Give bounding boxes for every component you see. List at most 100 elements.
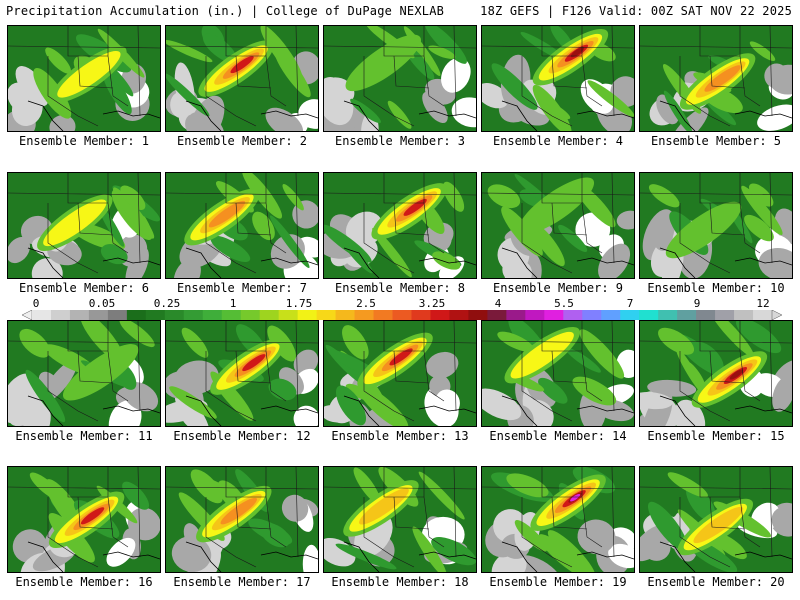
light-precip bbox=[19, 328, 50, 358]
ensemble-member-map bbox=[7, 172, 161, 279]
ensemble-member-label: Ensemble Member: 16 bbox=[15, 575, 153, 589]
coastline bbox=[27, 541, 160, 572]
colorbar-tick-label: 2.5 bbox=[356, 297, 376, 310]
light-precip bbox=[709, 321, 754, 358]
coastline bbox=[501, 395, 634, 426]
colorbar-swatch bbox=[259, 310, 280, 320]
dry-area bbox=[21, 393, 51, 426]
colorbar-swatch bbox=[449, 310, 469, 320]
coastline bbox=[501, 247, 634, 278]
light-precip bbox=[181, 327, 209, 358]
ensemble-member-map bbox=[7, 466, 161, 573]
precip-field bbox=[166, 173, 318, 278]
dry-area bbox=[423, 222, 454, 250]
dry-area bbox=[771, 506, 792, 536]
dry-area bbox=[491, 551, 527, 572]
light-precip bbox=[587, 80, 634, 117]
light-precip bbox=[119, 321, 155, 348]
colorbar-swatch bbox=[221, 310, 242, 320]
precip-band bbox=[359, 488, 409, 525]
dry-area bbox=[302, 544, 318, 572]
dry-area bbox=[270, 234, 305, 269]
dry-area bbox=[504, 261, 532, 278]
ensemble-member-label: Ensemble Member: 17 bbox=[173, 575, 311, 589]
colorbar-swatch bbox=[69, 310, 90, 320]
dry-area bbox=[482, 83, 509, 109]
colorbar-swatch bbox=[430, 310, 450, 320]
dry-area bbox=[31, 258, 63, 278]
precip-core bbox=[242, 354, 266, 372]
dry-area bbox=[660, 245, 684, 278]
colorbar-swatch bbox=[468, 310, 488, 320]
dry-area bbox=[298, 99, 318, 129]
state-borders bbox=[8, 321, 160, 422]
light-precip bbox=[260, 523, 290, 548]
dry-area bbox=[441, 57, 471, 93]
dry-area bbox=[673, 399, 706, 426]
ensemble-member-map bbox=[639, 320, 793, 427]
state-borders bbox=[8, 467, 160, 568]
precip-field bbox=[324, 321, 476, 426]
colorbar-swatch bbox=[715, 310, 735, 320]
colorbar-tick-label: 0.05 bbox=[88, 297, 116, 310]
dry-area bbox=[640, 392, 673, 410]
coastline bbox=[185, 395, 318, 426]
dry-area bbox=[774, 208, 792, 245]
coastline bbox=[343, 541, 476, 572]
light-precip bbox=[29, 472, 64, 502]
dry-area bbox=[11, 91, 43, 127]
coastline bbox=[185, 247, 318, 278]
ensemble-member-label: Ensemble Member: 4 bbox=[492, 134, 624, 148]
light-precip bbox=[102, 69, 132, 115]
light-precip bbox=[538, 377, 568, 404]
dry-area bbox=[49, 114, 76, 131]
model-run-info: 18Z GEFS | F126 Valid: 00Z SAT NOV 22 20… bbox=[480, 4, 792, 18]
ensemble-member-map bbox=[7, 320, 161, 427]
light-precip bbox=[335, 543, 397, 570]
light-precip bbox=[260, 26, 303, 81]
precip-core bbox=[220, 497, 258, 525]
coastline bbox=[659, 247, 792, 278]
light-precip bbox=[667, 472, 708, 498]
light-precip bbox=[428, 45, 456, 59]
ensemble-member-label: Ensemble Member: 2 bbox=[176, 134, 308, 148]
precip-band bbox=[57, 51, 121, 98]
light-precip bbox=[343, 241, 373, 274]
colorbar-tick-label: 1.75 bbox=[285, 297, 313, 310]
light-precip bbox=[202, 33, 237, 63]
colorbar-swatch bbox=[411, 310, 431, 320]
light-precip bbox=[120, 185, 146, 210]
precip-field bbox=[640, 321, 792, 426]
precip-band bbox=[693, 506, 744, 544]
light-precip bbox=[663, 90, 693, 131]
colorbar-swatch bbox=[183, 310, 204, 320]
light-precip bbox=[190, 469, 223, 504]
coastline bbox=[659, 100, 792, 131]
dry-area bbox=[125, 247, 149, 278]
light-precip bbox=[713, 533, 747, 560]
colorbar-swatch bbox=[373, 310, 394, 320]
dry-area bbox=[434, 389, 460, 416]
coastline bbox=[27, 395, 160, 426]
light-precip bbox=[282, 184, 304, 211]
dry-area bbox=[15, 66, 49, 107]
light-precip bbox=[372, 227, 412, 278]
coastline bbox=[659, 395, 792, 426]
colorbar-max-arrow bbox=[771, 310, 782, 320]
colorbar-swatch bbox=[658, 310, 678, 320]
light-precip bbox=[506, 473, 549, 498]
precip-core bbox=[389, 348, 413, 366]
dry-area bbox=[42, 360, 77, 403]
precip-field bbox=[482, 173, 634, 278]
colorbar-swatch bbox=[164, 310, 185, 320]
state-borders bbox=[324, 173, 476, 274]
dry-area bbox=[171, 536, 212, 572]
dry-area bbox=[577, 519, 616, 555]
colorbar-swatch bbox=[316, 310, 337, 320]
ensemble-member-label: Ensemble Member: 14 bbox=[489, 429, 627, 443]
colorbar-tick-label: 12 bbox=[756, 297, 770, 310]
colorbar-swatch bbox=[392, 310, 412, 320]
light-precip bbox=[558, 224, 588, 252]
state-borders bbox=[166, 321, 318, 422]
dry-area bbox=[647, 379, 697, 397]
